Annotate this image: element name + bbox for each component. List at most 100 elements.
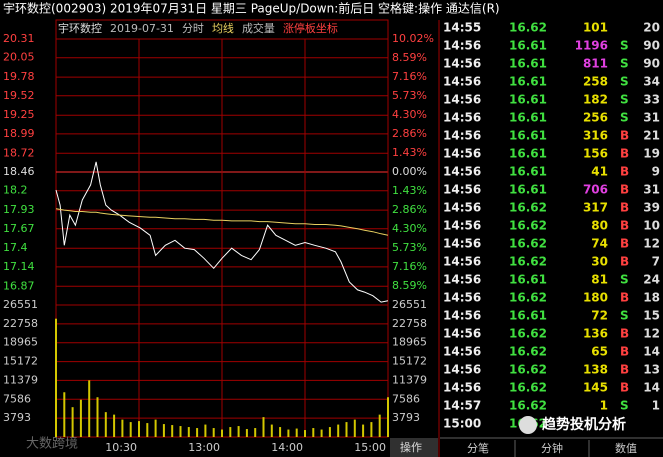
tick-side: B: [620, 201, 629, 215]
volume-tick-label: 11379: [392, 373, 427, 386]
tick-price: 16.61: [509, 39, 547, 53]
tick-count: 34: [643, 75, 660, 89]
volume-bar: [212, 428, 215, 437]
volume-tick-label: 26551: [3, 298, 38, 311]
y2-tick-label: 2.86%: [392, 127, 427, 140]
tick-count: 14: [643, 345, 660, 359]
volume-tick-label: 3793: [392, 411, 420, 424]
tick-volume: 317: [583, 201, 608, 215]
volume-bar: [55, 318, 57, 437]
chart-header: 分时: [182, 22, 204, 35]
watermark: 趋势投机分析: [542, 416, 626, 433]
tick-count: 15: [643, 309, 660, 323]
volume-bar: [138, 421, 140, 437]
tick-time: 14:56: [443, 345, 481, 359]
x-tick-label: 14:00: [271, 441, 303, 454]
window-title: 宇环数控(002903) 2019年07月31日 星期三 PageUp/Down…: [3, 1, 500, 16]
tick-volume: 156: [583, 147, 608, 161]
tick-side: B: [620, 219, 629, 233]
tick-volume: 706: [583, 183, 608, 197]
volume-bar: [179, 426, 182, 437]
watermark: 大数跨境: [26, 437, 78, 452]
volume-bar: [295, 428, 298, 437]
tick-time: 14:56: [443, 219, 481, 233]
y2-tick-label: 7.16%: [392, 260, 427, 273]
volume-tick-label: 22758: [392, 317, 427, 330]
volume-bar: [362, 424, 365, 437]
tick-price: 16.62: [509, 237, 547, 251]
tick-volume: 811: [583, 57, 608, 71]
tick-side: B: [620, 381, 629, 395]
y-tick-label: 17.4: [3, 241, 28, 254]
tab[interactable]: 分钟: [541, 441, 563, 455]
volume-bar: [146, 423, 149, 437]
tick-price: 16.61: [509, 129, 547, 143]
tick-time: 14:56: [443, 273, 481, 287]
y-tick-label: 18.99: [3, 127, 35, 140]
price-line: [55, 208, 389, 236]
tick-volume: 145: [583, 381, 608, 395]
chart-header: 涨停板坐标: [283, 21, 338, 35]
tick-count: 39: [643, 201, 660, 215]
tick-side: B: [620, 291, 629, 305]
tick-side: S: [620, 93, 629, 107]
tick-time: 14:56: [443, 309, 481, 323]
y-tick-label: 16.87: [3, 279, 35, 292]
volume-bar: [245, 429, 248, 437]
tick-price: 16.62: [509, 201, 547, 215]
tick-side: B: [620, 165, 629, 179]
tick-price: 16.61: [509, 93, 547, 107]
tick-price: 16.62: [509, 345, 547, 359]
tick-count: 13: [643, 363, 660, 377]
y2-tick-label: 5.73%: [392, 241, 427, 254]
volume-bar: [88, 380, 91, 437]
tick-volume: 101: [583, 21, 608, 35]
tick-price: 16.62: [509, 381, 547, 395]
volume-tick-label: 15172: [3, 355, 38, 368]
tick-time: 14:56: [443, 237, 481, 251]
tick-count: 10: [643, 219, 660, 233]
x-tick-label: 13:00: [188, 441, 220, 454]
chart-header: 2019-07-31: [110, 22, 174, 35]
tick-volume: 256: [583, 111, 608, 125]
volume-bar: [279, 427, 282, 437]
tick-side: B: [620, 255, 629, 269]
tick-count: 1: [652, 399, 660, 413]
chart-header: 宇环数控: [58, 21, 102, 35]
y2-tick-label: 4.30%: [392, 222, 427, 235]
volume-tick-label: 15172: [392, 355, 427, 368]
volume-bar: [79, 399, 82, 437]
volume-bar: [187, 427, 190, 437]
volume-bar: [204, 424, 207, 437]
tick-price: 16.62: [509, 255, 547, 269]
y2-tick-label: 7.16%: [392, 70, 427, 83]
tab[interactable]: 数值: [615, 442, 637, 455]
y-tick-label: 18.72: [3, 146, 35, 159]
volume-bar: [121, 419, 124, 437]
tick-side: S: [620, 273, 629, 287]
tick-side: B: [620, 147, 629, 161]
tick-count: 18: [643, 291, 660, 305]
tick-count: 90: [643, 39, 660, 53]
tick-time: 14:56: [443, 201, 481, 215]
tick-count: 20: [643, 21, 660, 35]
volume-tick-label: 18965: [392, 336, 427, 349]
tick-time: 14:56: [443, 291, 481, 305]
tick-price: 16.61: [509, 57, 547, 71]
tick-side: S: [620, 111, 629, 125]
tick-price: 16.61: [509, 111, 547, 125]
operate-button[interactable]: [390, 438, 438, 457]
tick-time: 14:56: [443, 327, 481, 341]
tick-count: 24: [643, 273, 660, 287]
tick-time: 14:56: [443, 183, 481, 197]
tick-count: 31: [643, 111, 660, 125]
tick-time: 14:55: [443, 21, 481, 35]
operate-label[interactable]: 操作: [400, 440, 422, 454]
tick-time: 14:56: [443, 147, 481, 161]
tick-volume: 81: [591, 273, 608, 287]
tick-count: 12: [643, 327, 660, 341]
tab[interactable]: 分笔: [467, 441, 489, 455]
tick-price: 16.61: [509, 183, 547, 197]
